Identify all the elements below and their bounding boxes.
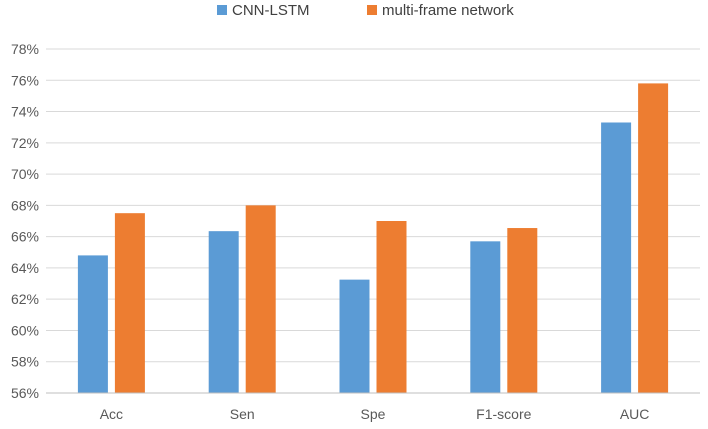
gridlines — [46, 48, 700, 394]
y-tick-label: 62% — [11, 291, 39, 307]
x-tick-label: AUC — [620, 406, 650, 422]
legend-label-cnn-lstm: CNN-LSTM — [232, 2, 310, 19]
y-tick-label: 78% — [11, 41, 39, 57]
y-tick-label: 76% — [11, 72, 39, 88]
bar-cnn-lstm-spe — [339, 279, 370, 393]
legend-label-multi-frame-network: multi-frame network — [382, 2, 514, 19]
x-tick-label: F1-score — [476, 406, 531, 422]
y-tick-label: 70% — [11, 166, 39, 182]
bar-multi-frame-network-acc — [114, 213, 145, 393]
legend-swatch-cnn-lstm — [217, 5, 227, 15]
y-tick-label: 74% — [11, 104, 39, 120]
bar-multi-frame-network-f1-score — [507, 228, 538, 393]
y-tick-label: 64% — [11, 260, 39, 276]
y-tick-label: 56% — [11, 385, 39, 401]
bar-multi-frame-network-sen — [245, 205, 276, 393]
x-tick-label: Acc — [100, 406, 123, 422]
bar-multi-frame-network-auc — [638, 83, 669, 394]
x-axis: Acc Sen Spe F1-score AUC — [46, 392, 700, 422]
x-tick-label: Sen — [230, 406, 255, 422]
bars — [77, 83, 669, 394]
bar-cnn-lstm-acc — [77, 255, 108, 393]
bar-multi-frame-network-spe — [376, 221, 407, 393]
legend-swatch-multi-frame-network — [367, 5, 377, 15]
y-axis: 56% 58% 60% 62% 64% 66% 68% 70% 72% 74% 76% 78% — [11, 41, 39, 401]
y-tick-label: 58% — [11, 354, 39, 370]
bar-cnn-lstm-auc — [601, 122, 632, 393]
y-tick-label: 72% — [11, 135, 39, 151]
y-tick-label: 66% — [11, 229, 39, 245]
bar-cnn-lstm-sen — [208, 231, 239, 393]
bar-cnn-lstm-f1-score — [470, 241, 501, 393]
legend: CNN-LSTM multi-frame network — [217, 2, 514, 19]
y-tick-label: 60% — [11, 322, 39, 338]
x-tick-label: Spe — [361, 406, 386, 422]
y-tick-label: 68% — [11, 197, 39, 213]
